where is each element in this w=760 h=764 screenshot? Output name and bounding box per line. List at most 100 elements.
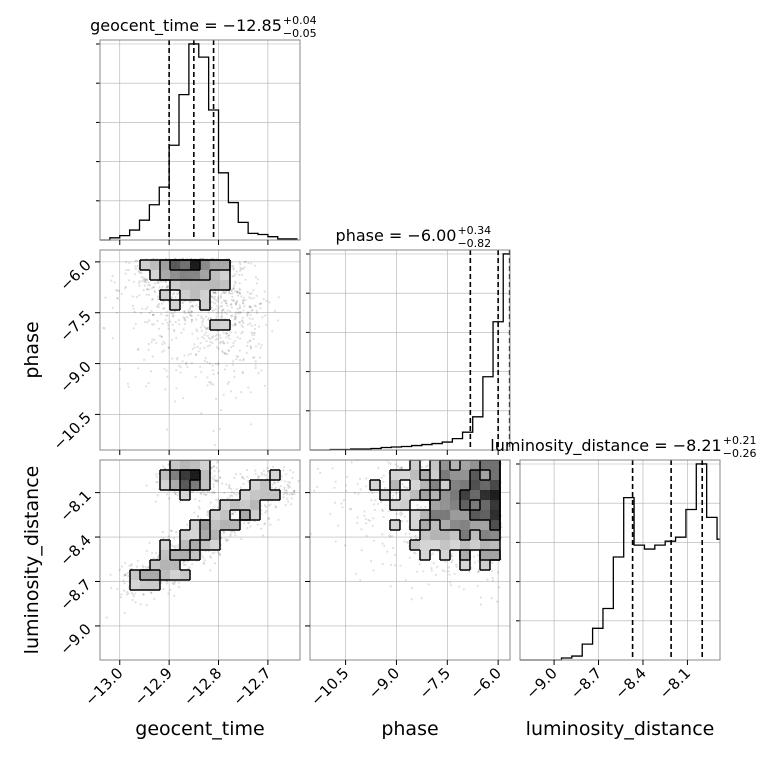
scatter-point [293, 490, 296, 493]
scatter-point [217, 552, 221, 555]
scatter-point [209, 455, 211, 457]
scatter-point [177, 586, 181, 589]
scatter-point [254, 360, 257, 363]
scatter-point [212, 301, 215, 304]
scatter-point [131, 304, 134, 307]
scatter-point [147, 566, 150, 569]
scatter-point [210, 466, 213, 469]
scatter-point [148, 541, 151, 545]
contour-level-3 [459, 460, 501, 531]
scatter-point [262, 297, 265, 301]
scatter-point [494, 423, 496, 425]
scatter-point [401, 512, 404, 515]
density-cell [470, 520, 481, 531]
scatter-point [165, 310, 168, 313]
scatter-point [240, 332, 243, 335]
density-cell [460, 490, 471, 501]
scatter-point [479, 603, 482, 606]
scatter-point [127, 268, 130, 271]
scatter-point [282, 466, 285, 469]
scatter-point [392, 494, 395, 497]
scatter-point [408, 448, 410, 450]
scatter-point [475, 443, 477, 445]
scatter-point [124, 573, 127, 576]
scatter-point [247, 261, 250, 264]
scatter-point [245, 351, 248, 354]
scatter-point [219, 295, 222, 298]
scatter-point [253, 327, 256, 330]
scatter-point [163, 307, 166, 310]
scatter-point [144, 307, 147, 311]
scatter-point [250, 306, 253, 309]
density-cell [430, 480, 441, 491]
scatter-point [414, 534, 417, 538]
scatter-point [354, 572, 357, 575]
scatter-point [179, 366, 182, 369]
scatter-point [398, 512, 401, 515]
scatter-point [465, 453, 467, 455]
scatter-point [392, 546, 395, 550]
scatter-point [156, 481, 159, 484]
scatter-point [191, 332, 194, 335]
scatter-point [225, 539, 228, 542]
y-tick-label: −7.5 [56, 307, 94, 345]
scatter-point [365, 534, 368, 538]
scatter-point [202, 556, 205, 559]
scatter-point [241, 370, 244, 374]
scatter-point [234, 324, 237, 327]
scatter-point [173, 545, 176, 548]
panel-frame [99, 459, 301, 661]
density-cell [180, 550, 191, 561]
scatter-point [230, 265, 233, 268]
scatter-point [254, 364, 257, 367]
scatter-point [233, 339, 236, 342]
scatter-point [217, 296, 220, 299]
scatter-point [142, 288, 145, 292]
scatter-point [198, 507, 201, 510]
scatter-point [230, 306, 233, 309]
scatter-point [420, 436, 422, 438]
scatter-point [230, 346, 233, 349]
scatter-point [235, 303, 238, 306]
scatter-point [381, 508, 384, 511]
scatter-point [111, 274, 114, 277]
scatter-point [246, 527, 249, 530]
scatter-point [234, 303, 237, 306]
scatter-point [484, 454, 486, 456]
scatter-point [167, 285, 170, 288]
scatter-point [460, 453, 462, 455]
scatter-point [428, 438, 430, 440]
y-tick-label: −8.4 [56, 531, 94, 569]
scatter-point [138, 280, 141, 283]
density-cell [390, 470, 401, 481]
density-cell [200, 290, 211, 301]
scatter-point [274, 505, 277, 508]
density-cell [170, 300, 181, 311]
scatter-point [467, 439, 469, 441]
scatter-point [234, 472, 238, 476]
scatter-point [172, 315, 175, 318]
scatter-point [227, 334, 230, 337]
scatter-point [391, 496, 394, 500]
scatter-point [287, 486, 290, 489]
scatter-point [184, 312, 187, 315]
x-tick-label: −8.7 [567, 664, 605, 702]
scatter-point [208, 344, 211, 347]
scatter-point [226, 382, 229, 385]
density-cell [210, 320, 221, 331]
density-cell [430, 470, 441, 481]
scatter-point [264, 522, 267, 525]
scatter-point [200, 329, 203, 332]
scatter-point [372, 417, 374, 419]
scatter-point [171, 544, 174, 548]
density-cell [160, 560, 171, 571]
scatter-point [230, 512, 234, 515]
scatter-point [217, 362, 220, 365]
scatter-panel-phase-vs-luminosity_distance [309, 417, 511, 661]
scatter-point [215, 498, 218, 501]
scatter-point [344, 484, 348, 487]
density-cell [180, 260, 191, 271]
scatter-point [209, 501, 212, 504]
scatter-point [238, 307, 241, 310]
scatter-point [393, 554, 396, 557]
